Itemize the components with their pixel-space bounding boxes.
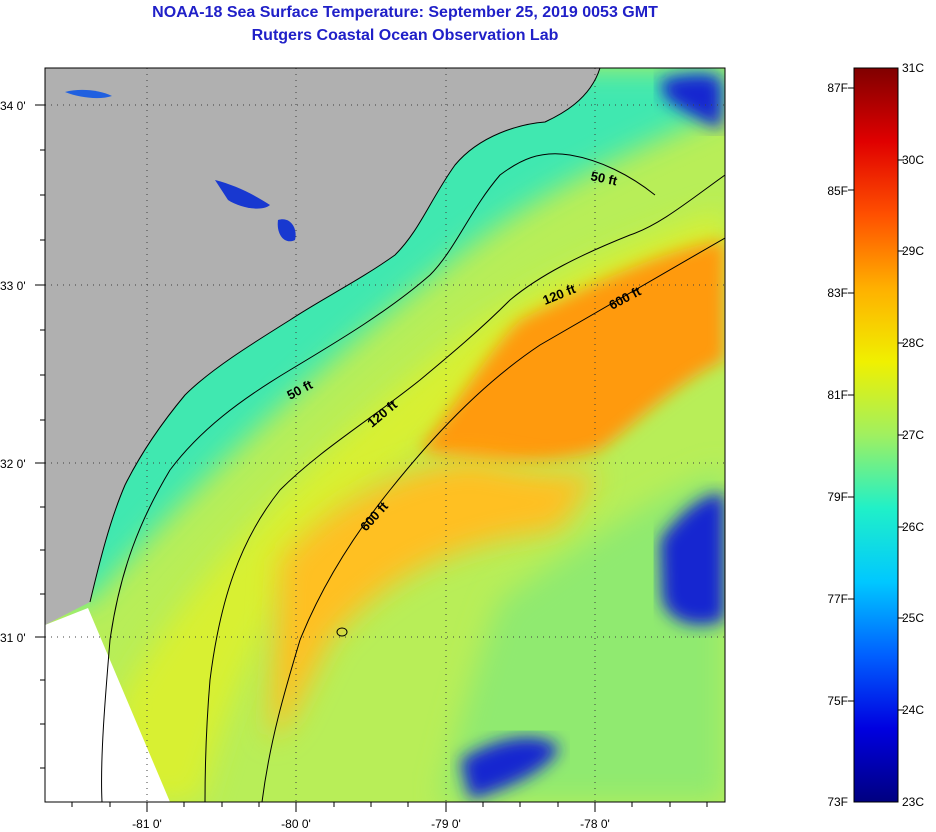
lon-label: -79 0' [431,817,461,831]
lon-label: -80 0' [281,817,311,831]
colorbar-f-label: 83F [827,286,848,300]
contour-50ft [101,153,656,802]
colorbar-c-label: 30C [902,153,924,167]
colorbar-c-label: 26C [902,520,924,534]
colorbar-c-label: 31C [902,61,924,75]
colorbar-c-label: 28C [902,336,924,350]
map-title: NOAA-18 Sea Surface Temperature: Septemb… [152,4,658,21]
colorbar-c-label: 29C [902,244,924,258]
axis-ticks [35,104,708,812]
lat-label: 33 0' [0,279,26,293]
contour-label: 50 ft [589,168,619,188]
sst-cold-patch-north [660,74,722,130]
colorbar-f-label: 87F [827,81,848,95]
sst-cold-patch-east [660,493,725,625]
colorbar-c-label: 23C [902,795,924,809]
colorbar-f-label: 77F [827,592,848,606]
colorbar-f-label: 73F [827,795,848,809]
contour-120ft [204,174,725,802]
inland-lake [65,89,112,99]
grid [45,68,725,802]
sst-warm-filament [270,460,600,740]
contour-600ft [261,237,725,802]
lat-label: 31 0' [0,631,26,645]
map-subtitle: Rutgers Coastal Ocean Observation Lab [251,27,559,44]
lon-label: -78 0' [580,817,610,831]
colorbar-f-label: 81F [827,388,848,402]
colorbar [853,67,899,803]
inland-lake [277,219,296,242]
coastline [89,68,601,603]
sst-gulf-stream [420,240,725,462]
plot-area: 50 ft 50 ft 120 ft 120 ft 600 ft 600 ft [45,68,725,802]
contour-600ft-closed [336,627,348,637]
colorbar-f-label: 85F [827,184,848,198]
lon-label: -81 0' [132,817,162,831]
inland-lake [215,180,270,209]
colorbar-c-label: 27C [902,428,924,442]
colorbar-ticks [848,87,904,711]
colorbar-c-label: 24C [902,703,924,717]
land [45,68,600,625]
sst-cold-patch-south [460,737,560,800]
lat-label: 32 0' [0,457,26,471]
colorbar-f-label: 79F [827,490,848,504]
colorbar-c-label: 25C [902,611,924,625]
plot-frame [44,67,726,803]
colorbar-f-label: 75F [827,694,848,708]
sst-offshore [440,470,725,802]
lat-label: 34 0' [0,99,26,113]
